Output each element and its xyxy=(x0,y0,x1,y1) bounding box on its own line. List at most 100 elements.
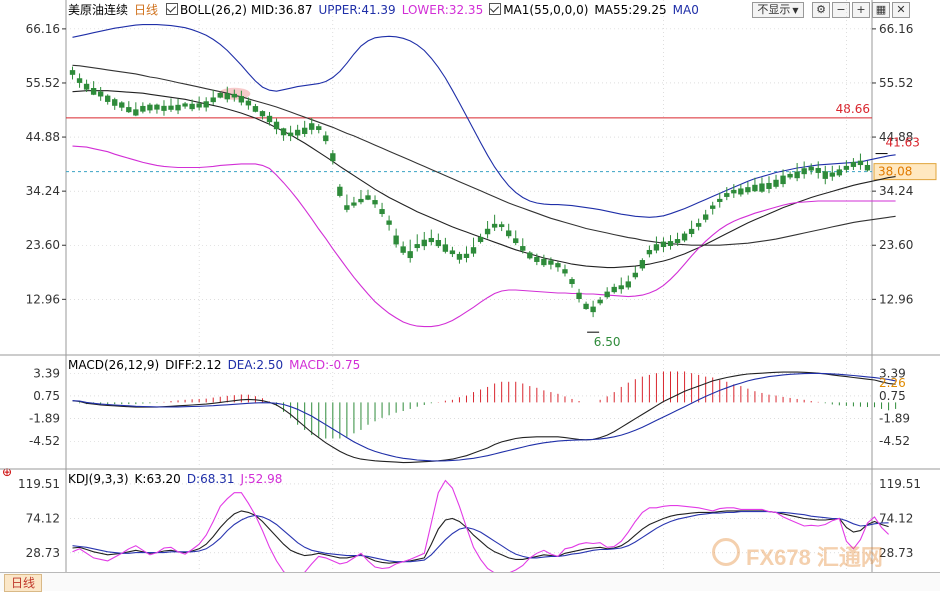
candle-body xyxy=(196,103,202,108)
candle-body xyxy=(133,109,139,116)
price-tick-label-right: 55.52 xyxy=(879,76,913,90)
close-icon: ✕ xyxy=(896,3,906,16)
candle-body xyxy=(294,129,301,136)
candle-body xyxy=(520,246,526,251)
checkbox-icon xyxy=(489,3,502,15)
candle-body xyxy=(541,258,547,266)
candle-body xyxy=(273,121,280,130)
candle-body xyxy=(773,179,779,187)
candle-body xyxy=(667,241,674,246)
candle-body xyxy=(850,161,857,167)
candle-body xyxy=(407,251,413,259)
candle-body xyxy=(259,111,266,117)
period-label: 日线 xyxy=(134,3,159,17)
macd-current-label: 2.26 xyxy=(879,376,906,390)
macd-tick-label-left: -4.52 xyxy=(29,434,60,448)
price-tick-label-right: 23.60 xyxy=(879,238,913,252)
candle-body xyxy=(836,169,843,176)
macd-hist-value: MACD:-0.75 xyxy=(289,358,361,372)
ma-label: MA1(55,0,0,0) xyxy=(503,3,589,17)
boll-upper-value: UPPER:41.39 xyxy=(318,3,396,17)
candle-body xyxy=(681,233,688,241)
candle-body xyxy=(428,237,434,243)
macd-tick-label-right: 0.75 xyxy=(879,389,906,403)
candle-body xyxy=(787,173,793,178)
candle-body xyxy=(618,285,624,290)
candle-body xyxy=(365,195,371,200)
settings-icon: ⚙ xyxy=(816,3,826,16)
hide-indicator-dropdown[interactable]: 不显示 ▼ xyxy=(752,2,804,18)
crosshair-toggle-icon[interactable]: ⊕ xyxy=(2,465,13,479)
candle-body xyxy=(449,250,456,255)
candle-body xyxy=(625,281,631,288)
macd-dea-value: DEA:2.50 xyxy=(227,358,284,372)
candle-body xyxy=(513,238,519,244)
candle-body xyxy=(379,209,385,215)
candle-body xyxy=(611,286,617,293)
hide-indicator-label: 不显示 xyxy=(757,3,791,16)
candle-body xyxy=(639,260,646,269)
candle-body xyxy=(316,126,322,130)
kdj-d-value: D:68.31 xyxy=(186,472,235,486)
candle-body xyxy=(766,182,772,189)
candle-body xyxy=(245,100,252,106)
candle-body xyxy=(386,220,392,225)
macd-tick-label-right: -1.89 xyxy=(879,412,910,426)
ma0-value: MA0 xyxy=(672,3,699,17)
candle-body xyxy=(301,127,308,135)
candle-body xyxy=(857,160,864,166)
kdj-k-value: K:63.20 xyxy=(134,472,181,486)
candle-body xyxy=(470,247,477,254)
ma-toggle[interactable] xyxy=(489,3,503,17)
candle-body xyxy=(119,102,125,108)
chevron-down-icon: ▼ xyxy=(792,6,799,15)
candle-body xyxy=(154,104,160,110)
macd-tick-label-right: -4.52 xyxy=(879,434,910,448)
candle-body xyxy=(527,252,533,259)
candle-body xyxy=(323,135,329,142)
kdj-tick-label-right: 28.73 xyxy=(879,546,913,560)
settings-button[interactable]: ⚙ xyxy=(812,2,830,18)
candle-body xyxy=(105,95,111,102)
minus-button[interactable]: − xyxy=(832,2,850,18)
plus-button[interactable]: + xyxy=(852,2,870,18)
boll-mid-value: MID:36.87 xyxy=(250,3,313,17)
price-tick-label-right: 44.88 xyxy=(879,130,913,144)
candle-body xyxy=(864,164,871,171)
candle-body xyxy=(491,223,498,228)
kdj-tick-label-right: 74.12 xyxy=(879,511,913,525)
horizontal-line-label: 48.66 xyxy=(836,102,870,116)
boll-toggle[interactable] xyxy=(166,3,180,17)
candle-body xyxy=(843,165,850,170)
candle-body xyxy=(69,70,76,75)
macd-line-diff xyxy=(72,371,896,464)
minus-icon: − xyxy=(836,3,846,16)
price-tick-label-left: 55.52 xyxy=(26,76,60,90)
candle-body xyxy=(463,253,470,258)
period-button[interactable]: 日线 xyxy=(4,574,43,592)
price-panel-header: 美原油连续 日线 BOLL(26,2) MID:36.87 UPPER:41.39 LOW… xyxy=(68,1,705,19)
series-line-ma55 xyxy=(72,64,896,246)
candle-body xyxy=(745,187,751,193)
candle-body xyxy=(330,153,336,162)
candle-body xyxy=(83,83,90,90)
candle-body xyxy=(175,104,181,111)
kdj-tick-label-left: 119.51 xyxy=(18,477,60,491)
candle-body xyxy=(421,239,427,247)
candle-body xyxy=(372,200,378,205)
close-button[interactable]: ✕ xyxy=(892,2,910,18)
grid-icon: ▦ xyxy=(875,3,887,16)
kdj-j-value: J:52.98 xyxy=(240,472,283,486)
candle-body xyxy=(794,171,800,179)
kdj-label: KDJ(9,3,3) xyxy=(68,472,129,486)
candle-body xyxy=(344,205,350,210)
candle-body xyxy=(210,97,216,103)
watermark-text: FX678 汇通网 xyxy=(746,545,883,570)
price-tick-label-left: 23.60 xyxy=(26,238,60,252)
high-value-label: 41.63 xyxy=(886,136,920,150)
candle-body xyxy=(189,103,195,110)
series-line-lower xyxy=(72,145,896,328)
candle-body xyxy=(231,93,238,98)
